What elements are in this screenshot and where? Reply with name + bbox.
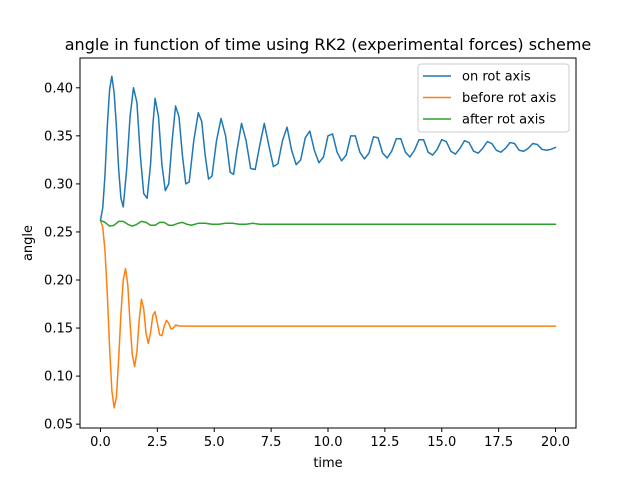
x-axis-label: time [313,456,342,471]
y-tick-label: 0.25 [44,225,73,240]
x-tick-label: 12.5 [370,435,399,450]
legend-label: before rot axis [462,91,556,106]
y-tick-label: 0.10 [44,370,73,385]
x-tick-label: 7.5 [261,435,282,450]
legend-label: on rot axis [462,70,531,85]
y-tick-label: 0.35 [44,129,73,144]
series-line-3 [99,219,557,227]
x-tick-label: 15.0 [427,435,456,450]
series-layer [99,75,557,409]
x-tick-label: 5.0 [204,435,225,450]
x-tick-label: 20.0 [541,435,570,450]
y-axis-ticks: 0.05 0.10 0.15 0.20 0.25 0.30 0.35 0.40 [44,81,80,433]
y-tick-label: 0.05 [44,418,73,433]
x-tick-label: 17.5 [484,435,513,450]
x-axis-ticks: 0.0 2.5 5.0 7.5 10.0 12.5 15.0 17.5 20.0 [90,428,570,450]
y-tick-label: 0.40 [44,81,73,96]
legend: on rot axis before rot axis after rot axis [417,63,570,133]
chart-title: angle in function of time using RK2 (exp… [65,35,592,54]
y-axis-label: angle [21,225,36,261]
x-tick-label: 2.5 [147,435,168,450]
x-tick-label: 10.0 [314,435,343,450]
legend-box [417,63,570,133]
y-tick-label: 0.20 [44,274,73,289]
x-tick-label: 0.0 [90,435,111,450]
series-line-1 [99,75,557,222]
series-line-2 [99,219,557,409]
legend-label: after rot axis [462,113,545,128]
y-tick-label: 0.15 [44,322,73,337]
y-tick-label: 0.30 [44,177,73,192]
